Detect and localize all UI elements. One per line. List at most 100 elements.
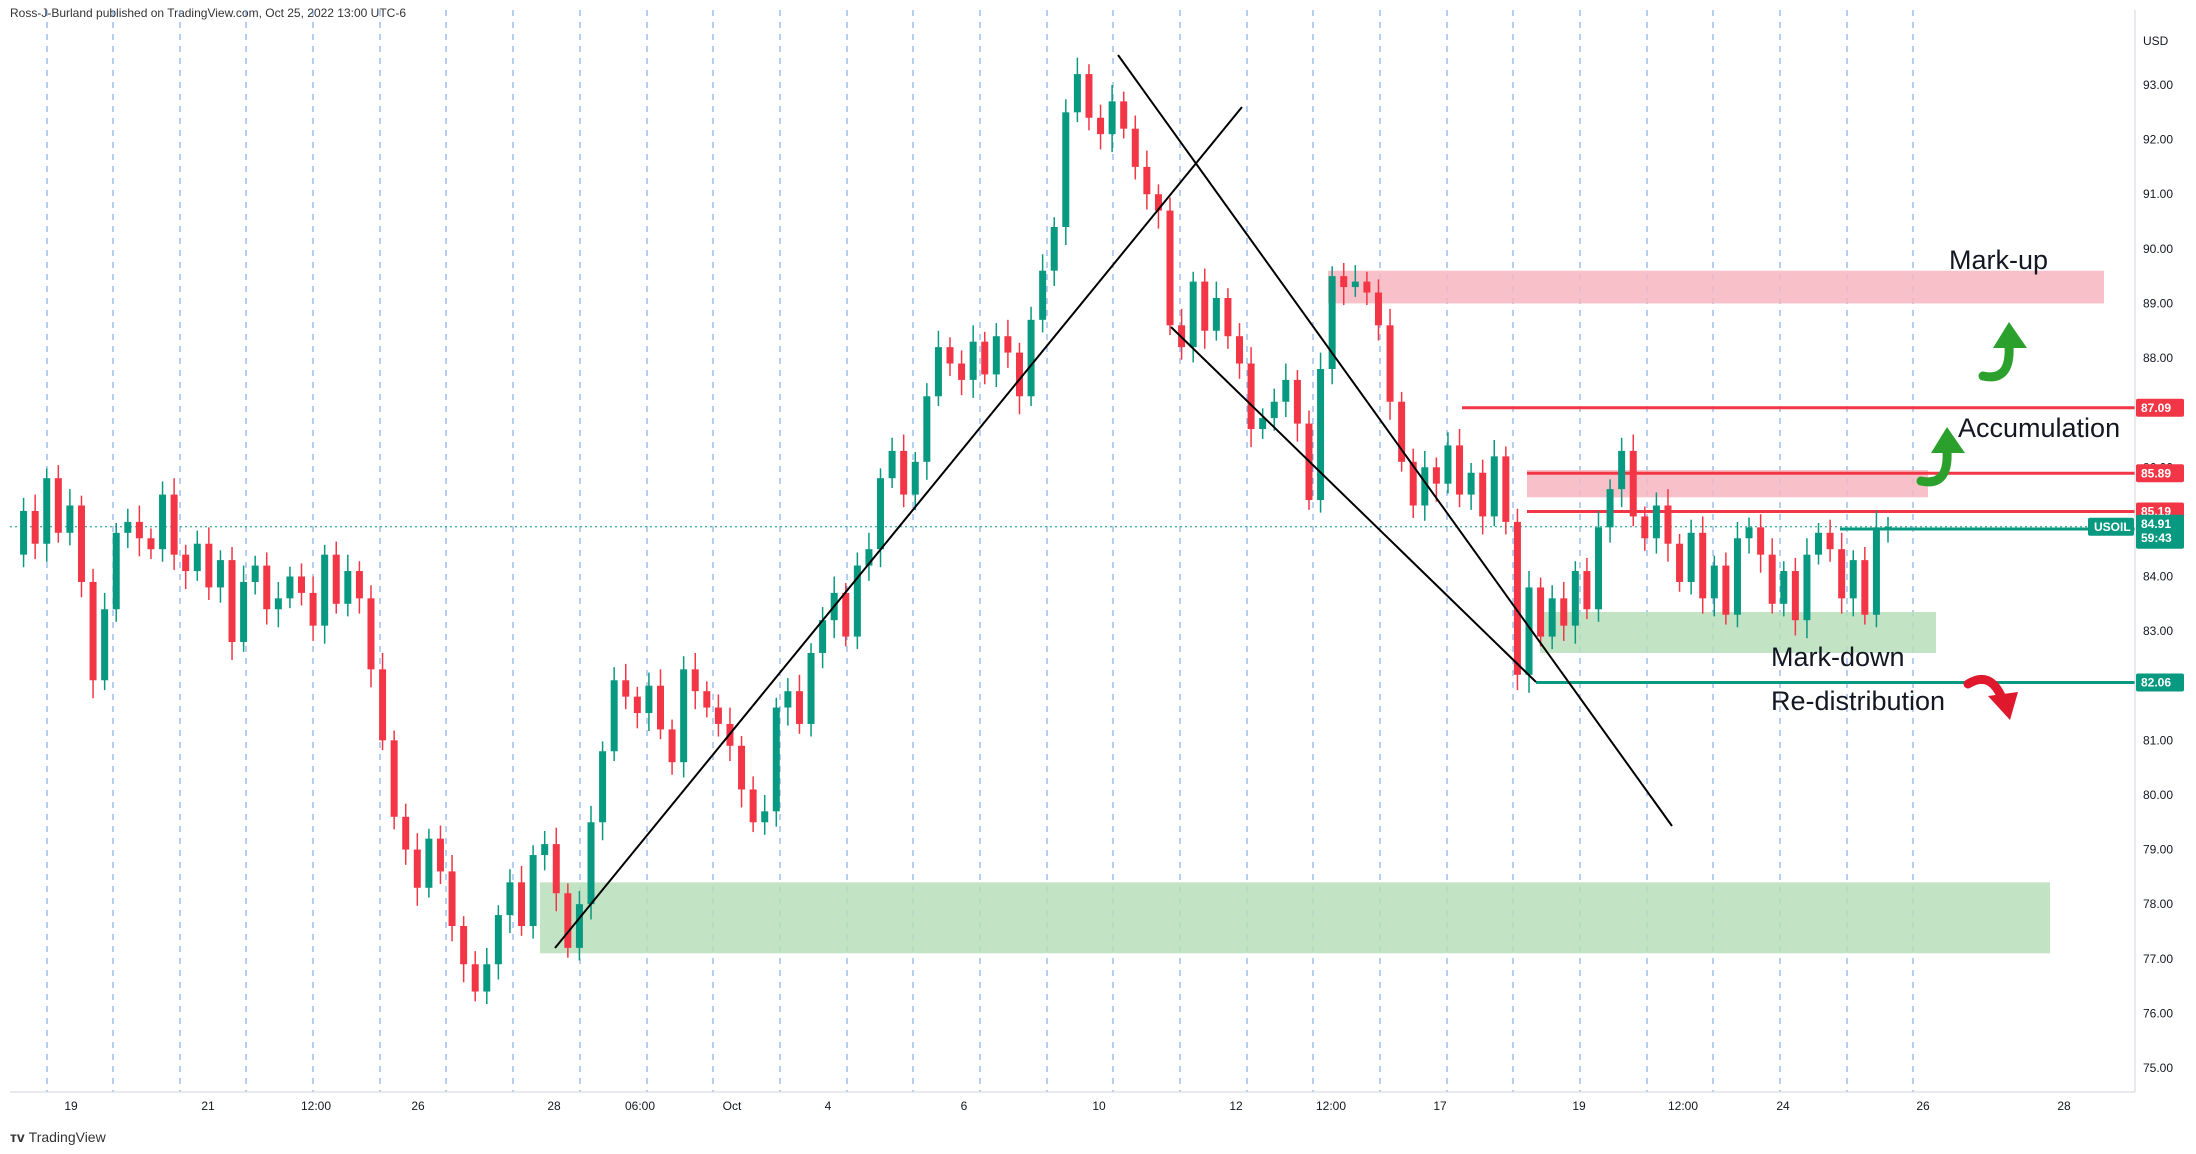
candle-body — [1062, 112, 1070, 227]
arrow-head — [1988, 692, 2018, 720]
candle-body — [1421, 467, 1429, 506]
candle-body — [228, 560, 236, 643]
candle-body — [1606, 489, 1614, 528]
y-tick-label: 91.00 — [2143, 187, 2173, 201]
candle-body — [1490, 456, 1498, 517]
x-tick-label: 12:00 — [301, 1099, 331, 1113]
candle-body — [1027, 319, 1035, 397]
tradingview-logo-text: TradingView — [28, 1129, 106, 1145]
chart-attribution: Ross-J-Burland published on TradingView.… — [10, 6, 406, 20]
candle-body — [1247, 363, 1255, 430]
x-tick-label: 21 — [201, 1099, 215, 1113]
x-tick-label: 17 — [1433, 1099, 1447, 1113]
x-tick-label: 06:00 — [625, 1099, 655, 1113]
candle-body — [1560, 598, 1568, 626]
x-tick-label: 4 — [825, 1099, 832, 1113]
candle-body — [969, 341, 977, 380]
price-tag-label: 82.06 — [2141, 675, 2171, 689]
candle-body — [1120, 101, 1128, 129]
candle-body — [1386, 325, 1394, 402]
candle-body — [842, 592, 850, 637]
candle-body — [66, 505, 74, 533]
y-tick-label: 89.00 — [2143, 296, 2173, 310]
annotation-re-distribution: Re-distribution — [1771, 686, 1945, 716]
candle-body — [946, 347, 954, 364]
candle-body — [1363, 281, 1371, 293]
x-tick-label: 6 — [961, 1099, 968, 1113]
candle-body — [1664, 505, 1672, 544]
candle-body — [1398, 401, 1406, 462]
candle-body — [101, 609, 109, 681]
candle-body — [622, 680, 630, 697]
candle-body — [332, 554, 340, 604]
candle-body — [772, 707, 780, 812]
current-price-tag-bg — [2136, 514, 2184, 549]
candle-body — [645, 685, 653, 714]
candle-body — [471, 964, 479, 992]
candle-body — [54, 478, 62, 533]
candle-body — [923, 396, 931, 462]
candle-body — [1872, 527, 1880, 615]
candle-body — [1676, 543, 1684, 582]
candle-body — [1004, 336, 1012, 353]
y-tick-label: 80.00 — [2143, 788, 2173, 802]
candle-body — [1328, 276, 1336, 369]
price-tag-label: 85.89 — [2141, 466, 2171, 480]
candle-body — [1687, 532, 1695, 582]
candle-body — [633, 696, 641, 714]
x-tick-label: 28 — [2057, 1099, 2071, 1113]
candle-body — [1039, 270, 1047, 320]
candle-body — [1757, 527, 1765, 555]
candle-body — [853, 565, 861, 637]
x-tick-label: 26 — [411, 1099, 425, 1113]
candle-body — [77, 505, 85, 582]
mark-up-supply-zone — [1328, 270, 2104, 304]
candle-body — [1537, 587, 1545, 637]
y-tick-label: 90.00 — [2143, 242, 2173, 256]
candle-body — [541, 844, 549, 856]
price-tag-bg — [2136, 398, 2184, 417]
candle-body — [159, 494, 167, 550]
arrow-shaft — [1978, 341, 2014, 382]
annotation-mark-up: Mark-up — [1949, 245, 2048, 275]
y-tick-label: 88.00 — [2143, 351, 2173, 365]
candle-body — [1791, 571, 1799, 621]
price-tag-label: 87.09 — [2141, 401, 2171, 415]
candle-body — [981, 341, 989, 375]
x-tick-label: 12:00 — [1316, 1099, 1346, 1113]
candle-body — [1236, 336, 1244, 364]
symbol-tag-bg — [2088, 517, 2134, 536]
arrow-head — [1931, 427, 1965, 453]
candle-body — [1594, 527, 1602, 610]
x-tick-label: Oct — [723, 1099, 742, 1113]
candle-body — [355, 571, 363, 599]
y-tick-label: 79.00 — [2143, 843, 2173, 857]
candle-body — [529, 855, 537, 927]
candle-body — [610, 680, 618, 752]
mark-up-arrow-icon — [1978, 322, 2027, 382]
candle-body — [425, 838, 433, 888]
candle-body — [43, 478, 51, 544]
candle-body — [1849, 560, 1857, 599]
accumulation-arrow-icon — [1916, 427, 1965, 487]
candle-body — [1733, 538, 1741, 615]
candle-body — [1374, 292, 1382, 326]
candle-body — [691, 669, 699, 692]
trend-line — [554, 106, 1243, 949]
x-tick-label: 19 — [1572, 1099, 1586, 1113]
candle-body — [286, 576, 294, 599]
candle-body — [367, 598, 375, 670]
candle-body — [1201, 281, 1209, 331]
candle-body — [1444, 445, 1452, 484]
candle-body — [1768, 554, 1776, 604]
candle-body — [31, 510, 39, 544]
currency-label: USD — [2143, 34, 2169, 48]
symbol-tag-label: USOIL — [2094, 520, 2131, 534]
candle-body — [20, 510, 28, 555]
tradingview-logo[interactable]: ᴛᴠ TradingView — [10, 1129, 106, 1145]
candle-body — [761, 811, 769, 823]
candle-body — [1456, 445, 1464, 495]
candle-body — [483, 964, 491, 992]
candle-body — [1351, 281, 1359, 288]
